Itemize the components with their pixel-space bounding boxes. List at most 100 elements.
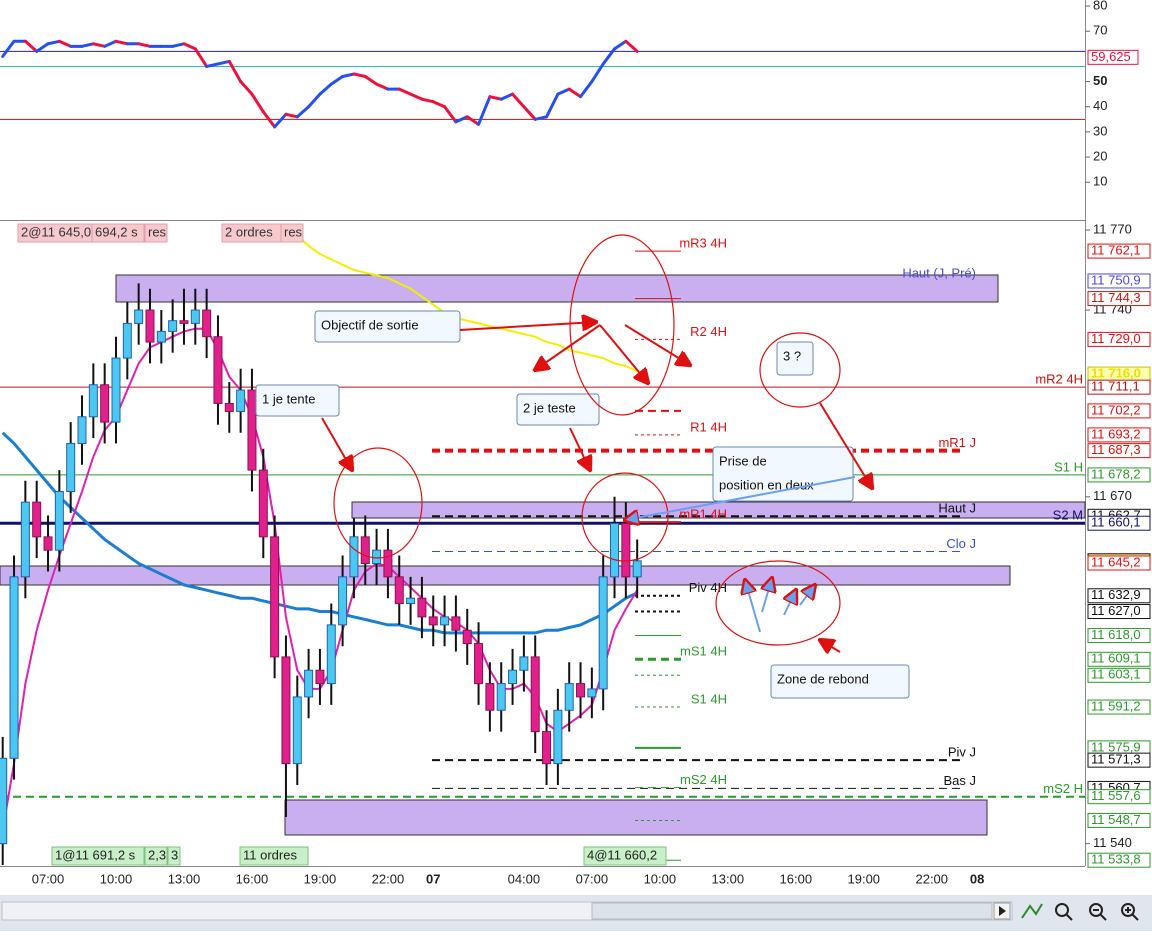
price-label: 11 750,9 [1091,272,1141,287]
rsi-segment [465,115,481,126]
candle-body [20,501,30,578]
price-label: 11 627,0 [1091,603,1141,618]
annotation-text: Objectif de sortie [321,317,419,332]
zoom-out-icon [1099,913,1107,921]
price-label-box [1087,588,1151,604]
price-label-box [1087,443,1151,459]
candle-body [587,688,597,698]
rsi-segment [556,87,571,96]
zones [0,274,1086,836]
order-tag [144,846,168,866]
ellipse [333,447,423,559]
rsi-segment [488,95,503,101]
candle-body [474,643,484,685]
zone [0,565,1011,586]
rsi-segment [579,80,594,99]
level-name: Haut J [938,501,976,516]
rsi-segment [227,59,243,84]
rsi-segment [239,80,254,96]
candle-body [179,320,189,324]
price-label-box [1087,291,1151,307]
price-label: 11 591,2 [1091,698,1141,713]
rsi-segment [499,92,515,101]
zoom-in-icon[interactable] [1121,903,1135,917]
price-label-box [1087,331,1151,347]
rsi-segment [443,105,458,124]
y-tick-label: 11 540 [1093,835,1132,850]
arrow [569,427,590,470]
rsi-segment [193,47,209,68]
zoom-fit-icon[interactable] [1055,903,1069,917]
candle-body [43,536,53,551]
candle-body [315,669,325,685]
moving-average [1,431,638,635]
y-tick-label: 11 670 [1093,488,1132,503]
arrow [599,324,648,383]
order-tag [51,846,145,866]
x-tick-label: 13:00 [168,871,201,886]
candle-body [576,683,586,698]
candle-body [111,357,121,423]
candle-body [440,616,450,626]
x-tick-label: 08 [970,871,984,886]
rsi-segment [182,42,197,51]
candle-body [360,536,370,565]
x-tick-label: 04:00 [508,871,541,886]
zone [284,799,988,836]
order-tag-text: 11 ordres [243,847,297,862]
price-label-box [1087,852,1151,868]
candle-body [564,683,574,711]
scroll-thumb[interactable] [591,902,993,920]
price-label-box [1087,467,1151,483]
zoom-in-icon [1131,913,1139,921]
y-tick-label: 20 [1093,149,1107,164]
level-name: R1 4H [690,419,727,434]
price-label: 11 632,9 [1091,587,1141,602]
tool-icon[interactable] [1021,903,1043,919]
rsi-segment [329,75,345,86]
x-tick-label: 07:00 [576,871,609,886]
rsi-segment [216,59,231,66]
annotation-text: Prise de [719,453,767,468]
candle-body [224,402,234,412]
candle-body [383,549,393,578]
rsi-segment [420,97,435,104]
candle-body [610,522,620,578]
arrow [535,324,601,370]
annotation-text: 1 je tente [262,391,316,406]
candle-body [168,320,178,332]
candle-body [372,549,382,565]
price-label: 11 575,9 [1091,739,1141,754]
arrow [819,402,872,488]
rsi-segment [601,47,617,66]
rsi-segment [103,39,118,48]
annotation-box [516,393,600,426]
level-name: mS1 4H [680,644,727,659]
candle-body [598,576,608,690]
rsi-segment [522,105,537,121]
order-tag-text: 2@11 645,0 [21,224,91,239]
candle-body [326,624,336,685]
candle-body [0,757,8,845]
x-tick-label: 10:00 [100,871,133,886]
rsi-segment [375,82,390,91]
candle-body [281,656,291,765]
order-tag [91,223,145,243]
candle-body [122,322,132,359]
candle-body [394,576,404,605]
price-label-box [1087,379,1151,395]
price-label-box [1087,243,1151,259]
candle-body [100,384,110,423]
price-label-box [1087,752,1151,768]
order-tag-text: 3 [171,847,178,862]
candle-body [270,536,280,658]
zoom-out-icon[interactable] [1089,903,1103,917]
price-label: 11 762,1 [1091,243,1141,258]
price-label-box [1087,604,1151,620]
price-label: 11 557,6 [1091,788,1141,803]
ellipse [581,472,669,562]
annotation-box [712,446,854,502]
rsi-segment [205,62,220,68]
x-tick-label: 16:00 [236,871,269,886]
order-tag-text: 694,2 s [95,224,138,239]
